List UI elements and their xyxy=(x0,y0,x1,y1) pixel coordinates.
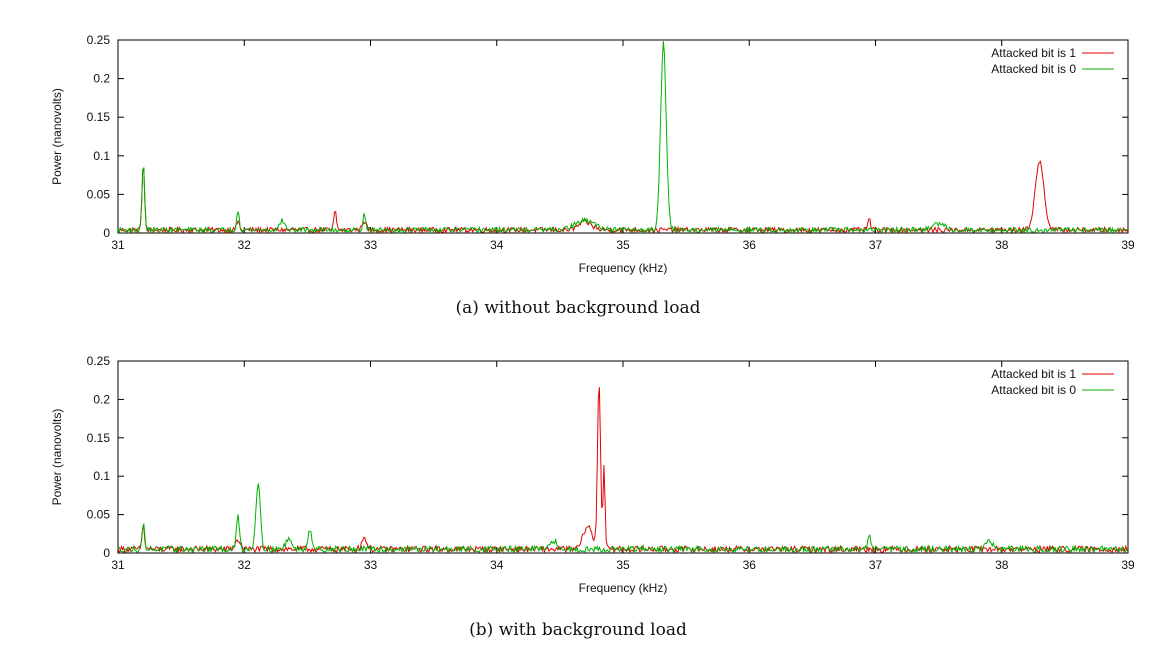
x-tick-label: 39 xyxy=(1121,238,1135,252)
x-tick-label: 34 xyxy=(490,238,504,252)
x-tick-label: 33 xyxy=(364,558,378,572)
caption-a: (a) without background load xyxy=(455,298,701,318)
x-tick-label: 31 xyxy=(111,238,125,252)
x-tick-label: 37 xyxy=(869,558,883,572)
y-axis-label: Power (nanovolts) xyxy=(50,409,64,506)
legend-label: Attacked bit is 0 xyxy=(991,383,1076,397)
y-tick-label: 0 xyxy=(103,226,110,240)
y-tick-label: 0 xyxy=(103,546,110,560)
y-tick-label: 0.25 xyxy=(87,33,111,47)
y-tick-label: 0.1 xyxy=(93,149,110,163)
legend-label: Attacked bit is 1 xyxy=(991,367,1076,381)
series-line-bit-0 xyxy=(117,41,1128,235)
y-tick-label: 0.2 xyxy=(93,392,110,406)
x-tick-label: 37 xyxy=(869,238,883,252)
plot-frame-1 xyxy=(117,360,1129,554)
legend-label: Attacked bit is 1 xyxy=(991,46,1076,60)
x-tick-label: 35 xyxy=(616,558,630,572)
x-axis-label: Frequency (kHz) xyxy=(579,261,668,275)
x-tick-label: 35 xyxy=(616,238,630,252)
x-tick-label: 38 xyxy=(995,558,1009,572)
x-tick-label: 36 xyxy=(743,558,757,572)
x-tick-label: 34 xyxy=(490,558,504,572)
y-tick-label: 0.05 xyxy=(87,508,111,522)
y-tick-label: 0.15 xyxy=(87,110,111,124)
y-tick-label: 0.15 xyxy=(87,431,111,445)
y-tick-label: 0.2 xyxy=(93,72,110,86)
x-tick-label: 39 xyxy=(1121,558,1135,572)
caption-b: (b) with background load xyxy=(469,620,687,640)
y-tick-label: 0.1 xyxy=(93,469,110,483)
y-tick-label: 0.25 xyxy=(87,354,111,368)
plot-frame-0 xyxy=(117,39,1129,234)
x-tick-label: 36 xyxy=(743,238,757,252)
x-tick-label: 32 xyxy=(238,558,252,572)
x-tick-label: 33 xyxy=(364,238,378,252)
x-tick-label: 38 xyxy=(995,238,1009,252)
x-tick-label: 32 xyxy=(238,238,252,252)
y-tick-label: 0.05 xyxy=(87,187,111,201)
x-tick-label: 31 xyxy=(111,558,125,572)
legend-label: Attacked bit is 0 xyxy=(991,62,1076,76)
x-axis-label: Frequency (kHz) xyxy=(579,581,668,595)
y-axis-label: Power (nanovolts) xyxy=(50,88,64,185)
series-line-bit-1 xyxy=(117,387,1129,555)
series-line-bit-1 xyxy=(117,160,1129,235)
series-line-bit-0 xyxy=(117,483,1129,554)
